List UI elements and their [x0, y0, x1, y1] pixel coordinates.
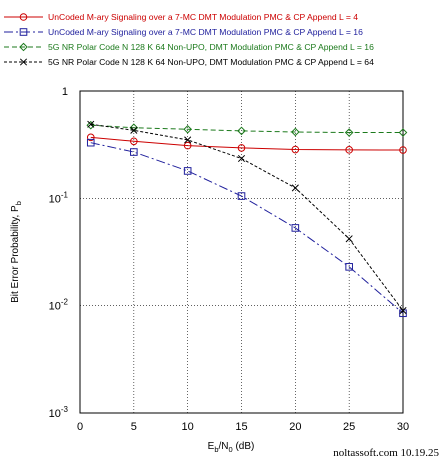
data-point-marker	[129, 123, 139, 133]
data-point-marker	[237, 126, 246, 136]
credit-text: noltassoft.com 10.19.25	[333, 447, 439, 459]
series-line	[90, 136, 404, 151]
legend-item: 5G NR Polar Code N 128 K 64 Non-UPO, DMT…	[4, 57, 374, 67]
legend-label: 5G NR Polar Code N 128 K 64 Non-UPO, DMT…	[48, 42, 374, 52]
legend-item: 5G NR Polar Code N 128 K 64 Non-UPO, DMT…	[4, 42, 374, 52]
x-tick-label: 25	[343, 421, 355, 433]
data-point-marker	[345, 235, 353, 243]
data-point-marker	[19, 13, 28, 21]
data-point-marker	[345, 146, 353, 154]
data-point-marker	[130, 148, 138, 156]
data-point-marker	[183, 167, 192, 175]
legend-item: UnCoded M-ary Signaling over a 7-MC DMT …	[4, 27, 363, 37]
data-point-marker	[183, 141, 192, 150]
data-point-marker	[86, 120, 96, 130]
data-point-marker	[399, 146, 407, 154]
data-point-marker	[130, 137, 138, 146]
data-point-marker	[86, 133, 95, 142]
x-tick-label: 15	[235, 421, 247, 433]
data-point-marker	[291, 184, 299, 192]
data-point-marker	[344, 128, 354, 137]
data-point-marker	[291, 145, 300, 154]
y-tick-label: 10-1	[49, 190, 69, 205]
data-point-marker	[87, 120, 95, 128]
series-group	[86, 120, 408, 318]
data-point-marker	[237, 144, 246, 152]
y-axis-label: Bit Error Probability, Pb	[10, 201, 23, 303]
legend: UnCoded M-ary Signaling over a 7-MC DMT …	[4, 12, 374, 67]
y-axis: 1 10-1 10-2 10-3	[49, 86, 69, 420]
data-point-marker	[291, 224, 300, 232]
x-tick-label: 0	[77, 421, 83, 433]
y-tick-label: 10-3	[49, 405, 69, 420]
series-3	[86, 120, 408, 137]
data-point-marker	[19, 42, 28, 52]
data-point-marker	[237, 192, 246, 200]
series-1	[86, 133, 407, 154]
x-axis: 0 5 10 15 20 25 30	[77, 421, 409, 433]
x-axis-label: Eb/N0 (dB)	[208, 441, 255, 454]
series-4	[87, 120, 407, 315]
data-point-marker	[291, 127, 300, 137]
y-tick-label: 10-2	[49, 298, 69, 313]
data-point-marker	[345, 263, 353, 271]
data-point-marker	[19, 28, 28, 36]
x-tick-label: 20	[289, 421, 301, 433]
data-point-marker	[398, 128, 408, 137]
x-tick-label: 5	[131, 421, 137, 433]
legend-label: UnCoded M-ary Signaling over a 7-MC DMT …	[48, 12, 358, 22]
series-line	[90, 142, 404, 314]
x-tick-label: 30	[397, 421, 409, 433]
legend-label: UnCoded M-ary Signaling over a 7-MC DMT …	[48, 27, 363, 37]
legend-label: 5G NR Polar Code N 128 K 64 Non-UPO, DMT…	[48, 57, 374, 67]
legend-item: UnCoded M-ary Signaling over a 7-MC DMT …	[4, 12, 358, 22]
data-point-marker	[130, 126, 138, 134]
data-point-marker	[86, 138, 95, 147]
y-tick-label: 1	[62, 86, 68, 98]
series-line	[90, 124, 403, 134]
data-point-marker	[399, 307, 407, 315]
x-tick-label: 10	[182, 421, 194, 433]
data-point-marker	[183, 124, 192, 134]
data-point-marker	[19, 58, 28, 66]
data-point-marker	[237, 154, 246, 163]
data-point-marker	[184, 136, 192, 144]
